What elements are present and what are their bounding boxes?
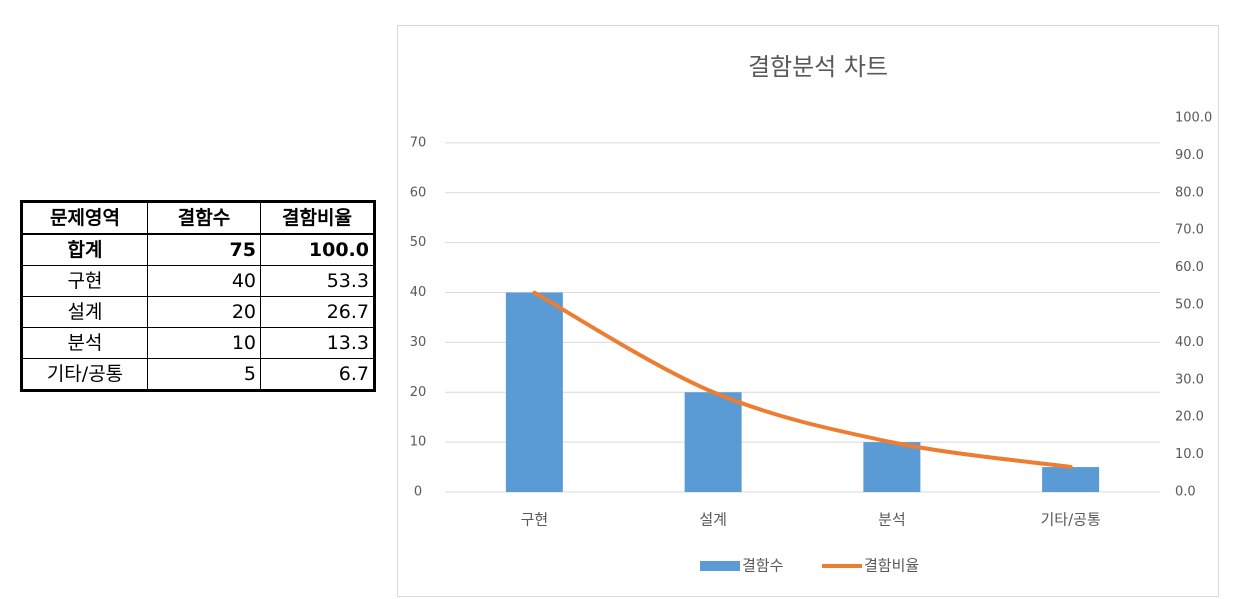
table-cell: 문제영역 — [21, 201, 148, 235]
table-cell: 결함비율 — [260, 201, 375, 235]
table-cell: 10 — [147, 327, 261, 359]
line — [532, 290, 1073, 469]
y-tick-label: 10 — [410, 435, 427, 450]
table-cell: 기타/공통 — [21, 358, 148, 391]
y2-tick-label: 50.0 — [1175, 298, 1204, 313]
x-tick-label: 구현 — [521, 511, 549, 529]
table-cell: 6.7 — [260, 358, 375, 391]
y-tick-label: 60 — [410, 185, 427, 200]
y-tick-label: 70 — [410, 135, 427, 150]
y2-tick-label: 20.0 — [1175, 410, 1204, 425]
y-tick-label: 20 — [410, 385, 427, 400]
y-tick-label: 0 — [414, 485, 422, 500]
legend-label: 결함수 — [742, 557, 783, 575]
table-row: 합계 75 100.0 — [21, 233, 375, 266]
x-tick-label: 설계 — [699, 511, 727, 529]
y2-tick-label: 10.0 — [1175, 447, 1204, 462]
y-tick-label: 30 — [410, 335, 427, 350]
y2-tick-label: 90.0 — [1175, 148, 1204, 163]
table-row: 기타/공통 5 6.7 — [21, 358, 375, 391]
y2-tick-label: 100.0 — [1175, 111, 1212, 126]
y2-tick-label: 80.0 — [1175, 185, 1204, 200]
table-cell: 13.3 — [260, 327, 375, 359]
table-cell: 5 — [147, 358, 261, 391]
y2-tick-label: 0.0 — [1175, 485, 1196, 500]
table-row: 구현 40 53.3 — [21, 265, 375, 297]
table-cell: 결함수 — [147, 201, 261, 235]
table-cell: 53.3 — [260, 265, 375, 297]
y-tick-label: 40 — [410, 285, 427, 300]
table-cell: 20 — [147, 296, 261, 328]
table-row: 분석 10 13.3 — [21, 327, 375, 359]
bar — [505, 292, 563, 492]
table-cell: 분석 — [21, 327, 148, 359]
x-tick-label: 기타/공통 — [1040, 511, 1100, 529]
bar — [684, 392, 742, 492]
y2-tick-label: 70.0 — [1175, 223, 1204, 238]
legend-swatch — [700, 561, 740, 571]
table-cell: 100.0 — [260, 233, 375, 266]
table-row: 설계 20 26.7 — [21, 296, 375, 328]
bar — [1042, 467, 1100, 492]
legend-label: 결함비율 — [864, 557, 919, 575]
x-tick-label: 분석 — [878, 511, 906, 529]
table-row: 문제영역 결함수 결함비율 — [21, 201, 375, 235]
y2-tick-label: 60.0 — [1175, 260, 1204, 275]
y2-tick-label: 30.0 — [1175, 372, 1204, 387]
y2-tick-label: 40.0 — [1175, 335, 1204, 350]
table-cell: 40 — [147, 265, 261, 297]
y-tick-label: 50 — [410, 235, 427, 250]
data-table: 문제영역 결함수 결함비율 합계 75 100.0 구현 40 53.3 설계 20 26.7 분석 10… — [20, 200, 376, 392]
chart-title: 결함분석 차트 — [748, 53, 888, 81]
bar — [863, 442, 921, 492]
